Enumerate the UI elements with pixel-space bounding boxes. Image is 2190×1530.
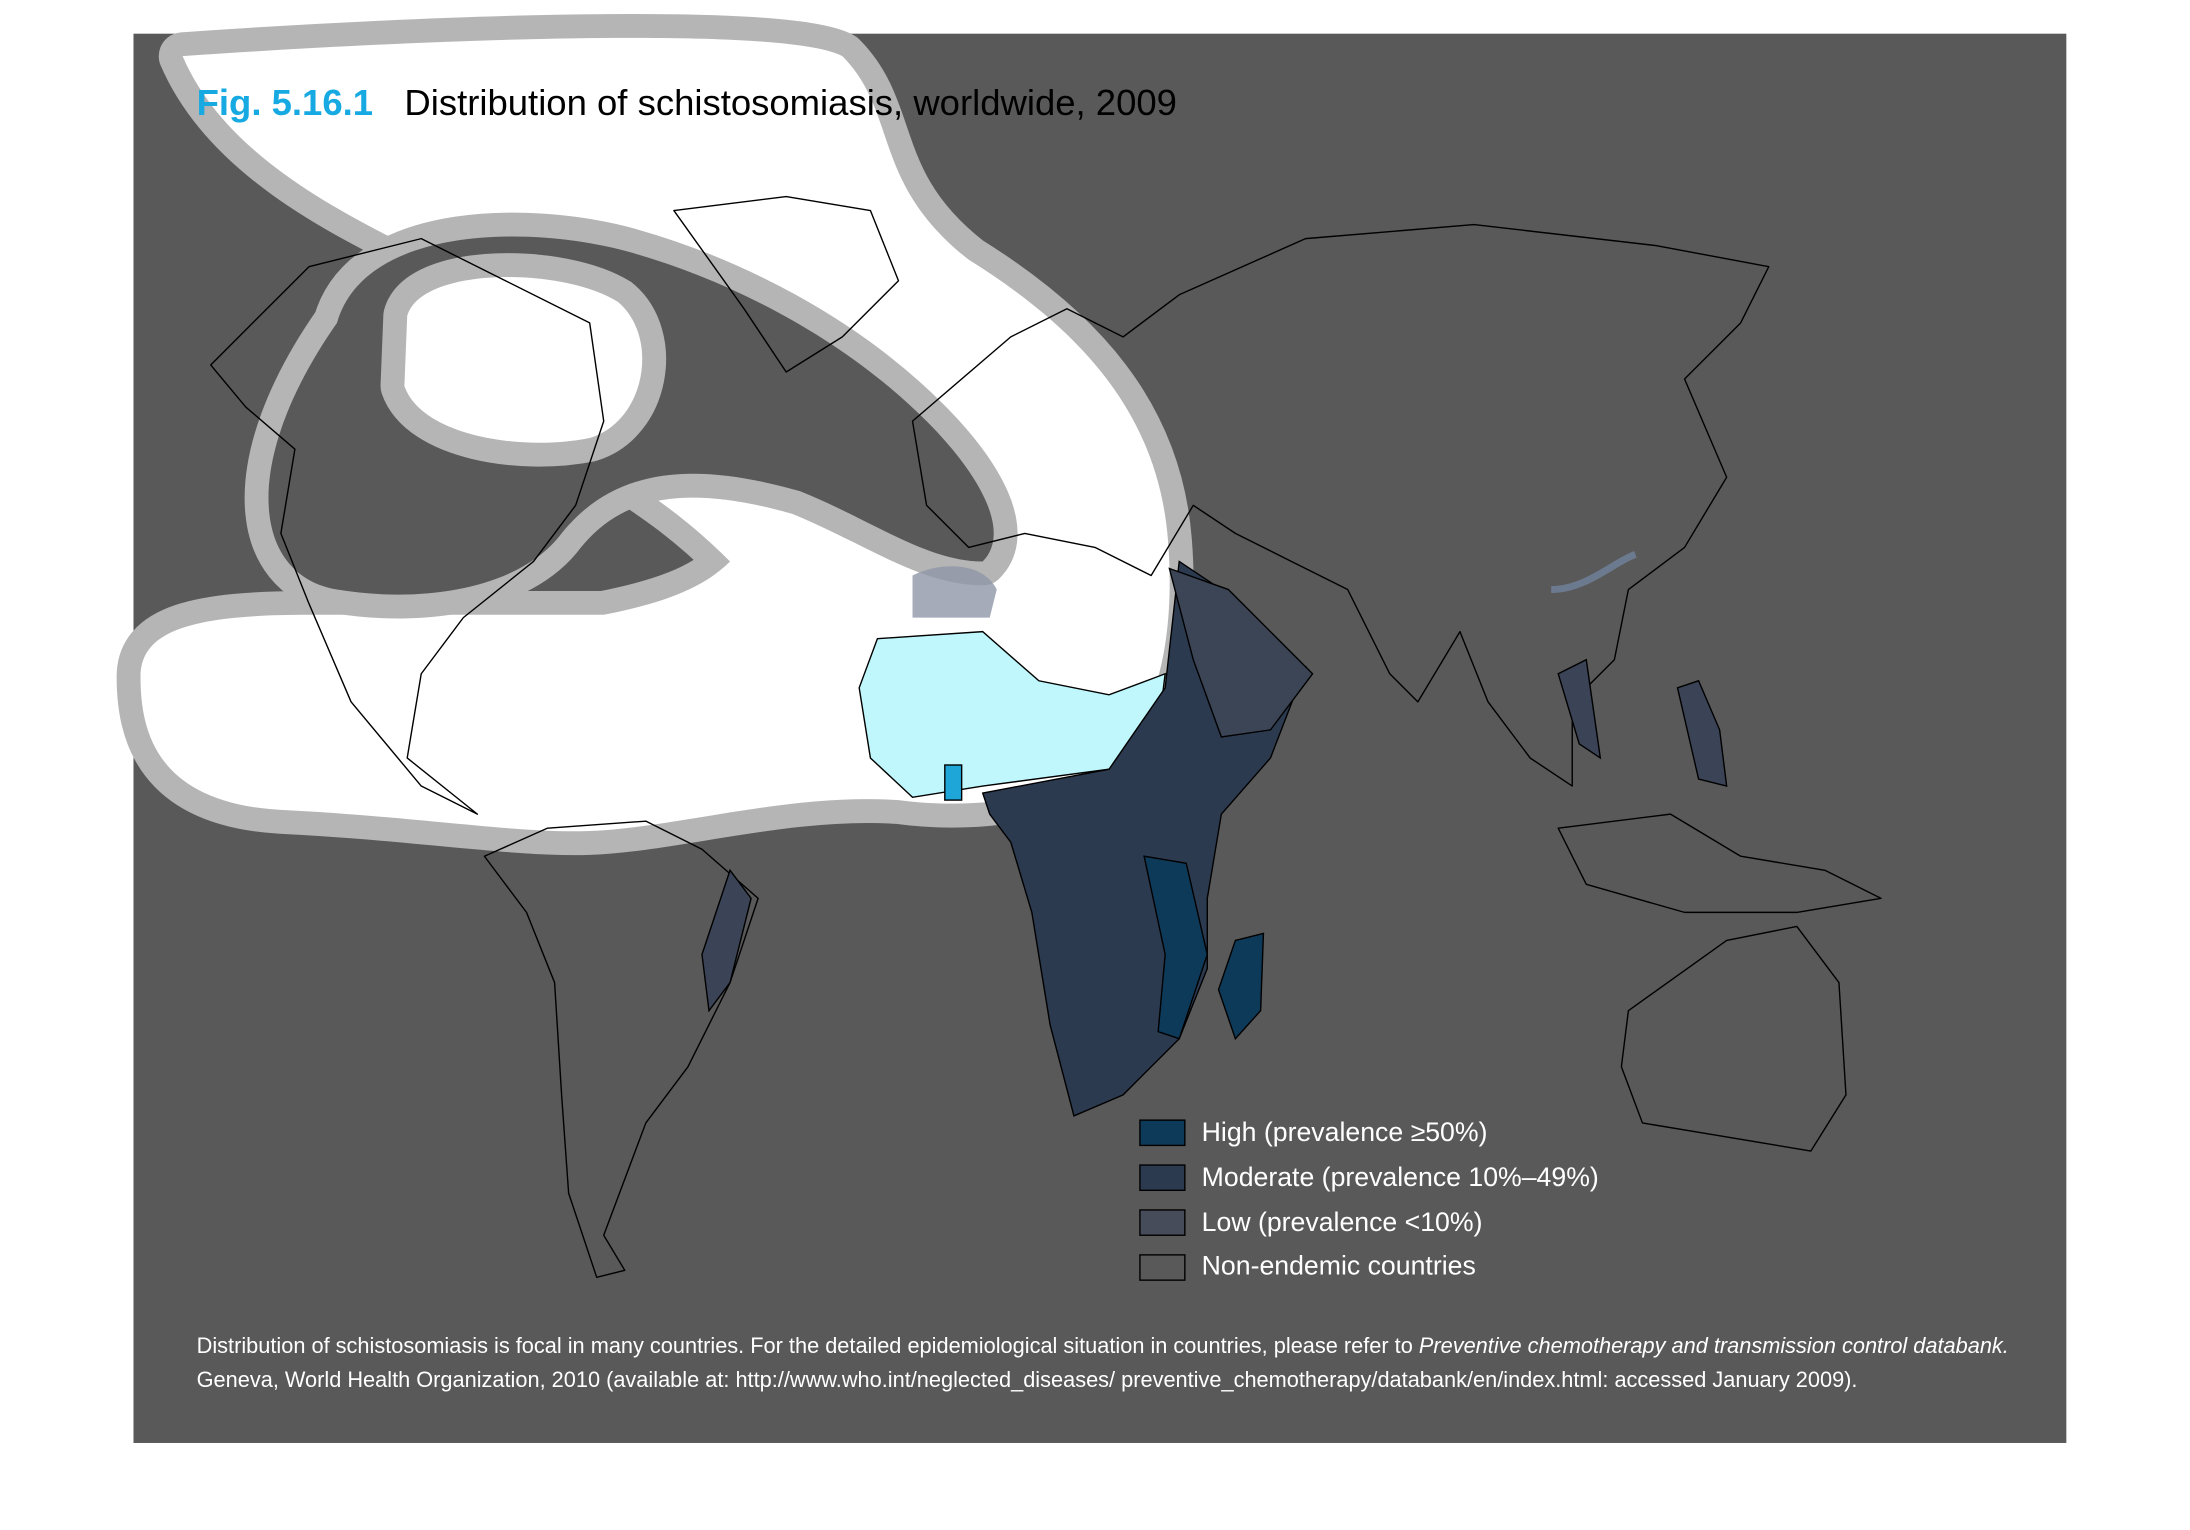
philippines-low xyxy=(1676,679,1728,787)
legend-label: Low (prevalence <10%) xyxy=(1202,1207,1483,1237)
non-endemic-zone xyxy=(116,14,1194,856)
legend-swatch xyxy=(1139,1209,1186,1236)
north-africa-low xyxy=(912,566,997,618)
legend-label: Non-endemic countries xyxy=(1202,1251,1476,1281)
arabia-low xyxy=(1168,567,1314,738)
indonesia xyxy=(1557,813,1882,914)
footnote: Geneva, World Health Organization, 2010 … xyxy=(197,1367,1858,1392)
africa-high xyxy=(1143,855,1209,1040)
madagascar-high xyxy=(1217,932,1265,1041)
legend-swatch xyxy=(1139,1254,1186,1281)
footnote-text: Distribution of schistosomiasis is focal… xyxy=(197,1333,1419,1358)
legend-label: Moderate (prevalence 10%–49%) xyxy=(1202,1162,1599,1192)
australia xyxy=(1620,925,1847,1152)
legend-label: High (prevalence ≥50%) xyxy=(1202,1117,1488,1147)
ghana xyxy=(944,764,963,801)
eurasia xyxy=(911,223,1770,787)
greenland xyxy=(673,195,900,373)
legend: High (prevalence ≥50%) Moderate (prevale… xyxy=(1139,1117,1599,1281)
figure-title: Distribution of schistosomiasis, worldwi… xyxy=(404,82,1177,123)
legend-swatch xyxy=(1139,1119,1186,1147)
brazil-low xyxy=(701,868,752,1013)
figure-number: Fig. 5.16.1 xyxy=(197,82,373,123)
china-low xyxy=(1551,551,1637,594)
mekong-low xyxy=(1557,658,1602,760)
north-america xyxy=(209,237,605,815)
footnote-italic: Preventive chemotherapy and transmission… xyxy=(1419,1333,2009,1358)
legend-swatch xyxy=(1139,1164,1186,1192)
footnote: Distribution of schistosomiasis is focal… xyxy=(197,1333,2009,1358)
